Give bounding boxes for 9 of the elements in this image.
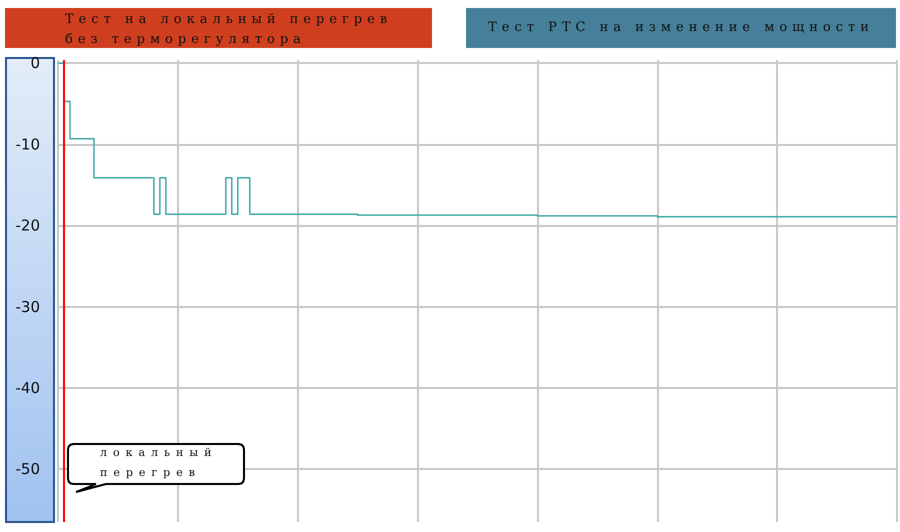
y-tick-label: 0 xyxy=(30,54,40,72)
y-tick-label: -30 xyxy=(16,298,40,316)
y-tick-label: -50 xyxy=(16,460,40,478)
annotation: локальный перегрев xyxy=(100,445,218,481)
chart-subtitle: Тест PTC на изменение мощности xyxy=(466,8,896,48)
y-tick-label: -10 xyxy=(16,135,40,154)
y-tick-label: -40 xyxy=(16,379,40,398)
y-tick-label: -20 xyxy=(16,216,40,235)
chart-title: Тест на локальный перегрев без терморегулятора xyxy=(5,8,432,48)
